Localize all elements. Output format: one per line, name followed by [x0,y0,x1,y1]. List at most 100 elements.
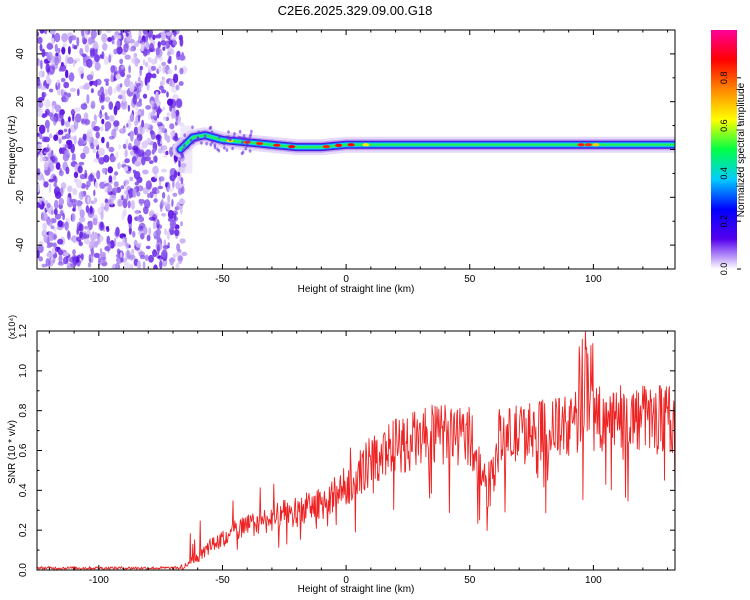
track-speckle [222,141,226,146]
noise-blob [47,67,50,76]
noise-blob [93,41,98,50]
noise-blob [169,229,174,235]
noise-blob [85,131,93,138]
noise-blob [104,121,112,130]
y-tick-label: 0.8 [18,403,29,417]
track-speckle [186,145,190,149]
noise-blob [68,74,75,80]
snr-y-label: SNR (10 * v/v) [7,420,18,484]
noise-blob [126,123,129,128]
noise-blob [53,208,58,216]
noise-blob [76,227,80,235]
noise-blob [67,142,72,150]
noise-blob [46,252,53,258]
noise-blob [87,262,92,268]
noise-blob [53,134,59,141]
noise-blob [104,115,110,120]
noise-blob [90,248,94,258]
noise-blob [43,161,49,171]
noise-blob [64,221,69,231]
noise-blob [58,198,65,206]
noise-blob [161,212,167,217]
noise-blob [37,36,43,45]
noise-blob [157,244,160,254]
noise-blob [156,189,160,194]
noise-blob [181,186,185,194]
noise-blob [65,69,69,79]
snr-x-label: Height of straight line (km) [298,584,415,595]
noise-blob [166,135,171,143]
x-tick-label: 100 [585,575,602,586]
noise-blob [113,48,118,55]
noise-blob [144,49,151,56]
noise-blob [83,112,89,120]
noise-blob [42,178,46,183]
noise-blob [57,238,64,245]
noise-blob [86,180,91,188]
noise-blob [142,30,148,35]
noise-blob [60,182,67,190]
noise-blob [131,57,138,64]
noise-blob [177,171,180,177]
noise-blob [130,200,135,210]
noise-blob [152,115,157,120]
y-tick-label: -20 [15,190,26,205]
x-tick-label: -50 [215,575,230,586]
noise-blob [97,113,104,118]
noise-blob [126,193,129,201]
noise-blob [76,88,80,97]
noise-blob [93,158,100,163]
noise-blob [41,201,44,206]
noise-blob [122,143,127,149]
noise-blob [46,202,51,208]
noise-blob [113,237,117,248]
noise-blob [78,223,84,232]
track-speckle [241,140,244,145]
noise-blob [179,67,184,75]
track-speckle [238,129,242,134]
noise-blob [80,103,88,110]
colorbar-ticks: 0.0 0.2 0.4 0.6 0.8 [719,72,741,275]
track-speckle [248,134,252,139]
noise-blob [64,144,69,149]
track-speckle [189,138,193,143]
noise-blob [153,198,158,203]
noise-blob [71,213,76,222]
noise-blob [179,182,185,188]
noise-blob [152,221,158,230]
noise-blob [141,119,145,128]
noise-blob [88,242,93,250]
noise-blob [113,181,119,188]
noise-blob [43,147,50,153]
noise-blob [88,174,95,182]
noise-blob [142,169,149,175]
noise-blob [76,37,80,47]
noise-blob [62,41,67,49]
noise-blob [166,91,169,98]
noise-blob [98,147,105,156]
noise-blob [169,257,175,266]
noise-blob [37,82,40,87]
noise-blob [105,81,109,87]
noise-blob [67,116,71,123]
noise-blob [147,56,152,63]
noise-blob [169,219,177,229]
noise-blob [95,131,100,139]
noise-blob [76,236,82,242]
noise-blob [84,44,89,53]
noise-blob [153,264,158,269]
noise-blob [151,73,157,79]
noise-blob [67,56,74,64]
noise-blob [80,253,84,261]
noise-blob [61,135,67,140]
noise-blob [165,201,172,211]
noise-blob [166,112,171,117]
noise-blob [73,171,79,179]
noise-blob [154,55,158,64]
track-speckle [205,141,208,146]
noise-blob [79,47,84,56]
noise-blob [105,127,109,132]
noise-blob [79,209,85,218]
noise-blob [86,58,93,68]
